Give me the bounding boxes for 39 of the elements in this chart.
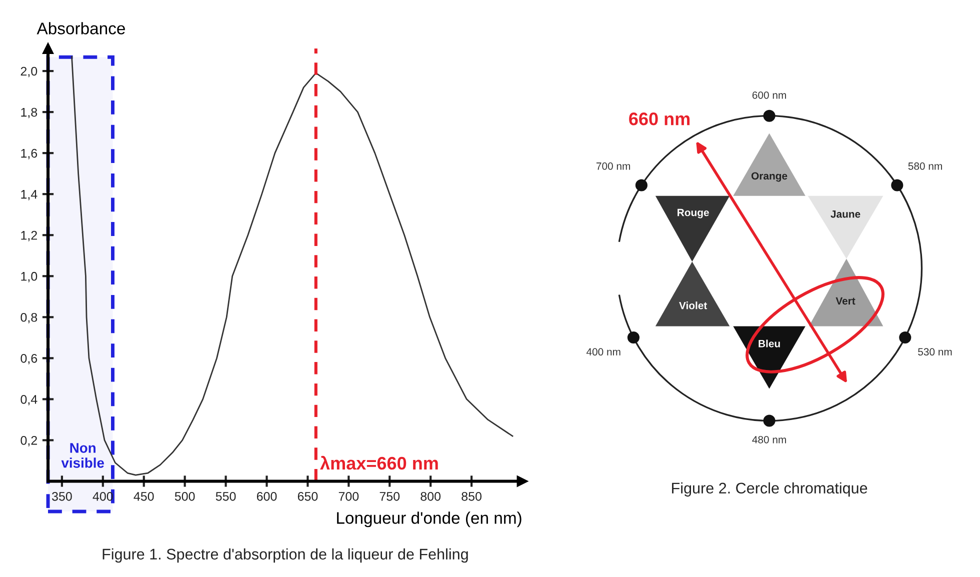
y-axis-title: Absorbance (36, 22, 125, 34)
x-tick-label: 850 (462, 492, 482, 501)
text: 600 nm (752, 91, 786, 99)
text: Figure 2. Cercle chromatique (672, 482, 868, 497)
y-tick-label: 0,8 (20, 312, 38, 324)
text: Figure 1. Spectre d'absorption de la liqueur de Fehling (102, 548, 468, 563)
text: 530 nm (918, 348, 952, 356)
text: Vert (836, 297, 856, 305)
y-tick-label: 1,6 (21, 148, 38, 160)
y-tick-label: 0,4 (20, 394, 38, 406)
text: 400 nm (586, 348, 620, 356)
x-tick-label: 350 (52, 492, 72, 501)
x-tick-label: 750 (380, 492, 400, 501)
text: 700 nm (596, 162, 630, 170)
text: 580 nm (908, 162, 942, 170)
x-tick-label: 450 (134, 492, 154, 501)
ref-line-label: λmax=660 nm (320, 456, 438, 470)
y-tick-label: 1,4 (21, 190, 38, 200)
x-tick-label: 550 (216, 492, 236, 501)
x-tick-label: 700 (338, 492, 359, 501)
text: 480 nm (752, 436, 786, 444)
y-tick-label: 1,8 (21, 108, 38, 118)
y-tick-label: 0,2 (20, 436, 37, 446)
band-label: Non visible (61, 443, 104, 468)
y-tick-label: 0,6 (20, 354, 38, 364)
text: 660 nm (629, 112, 690, 126)
x-tick-label: 500 (174, 492, 195, 501)
y-tick-label: 2,0 (20, 66, 38, 78)
text: Rouge (678, 208, 709, 218)
text: Bleu (758, 340, 780, 348)
y-tick-label: 1,0 (21, 272, 38, 282)
x-tick-label: 600 (256, 492, 277, 501)
text: Jaune (830, 210, 860, 218)
x-tick-label: 650 (298, 492, 318, 501)
text: Violet (679, 302, 708, 310)
x-axis-title: Longueur d'onde (en nm) (337, 512, 522, 528)
y-tick-label: 1,2 (21, 230, 37, 242)
text: Orange (751, 172, 788, 182)
x-tick-label: 800 (420, 492, 441, 501)
